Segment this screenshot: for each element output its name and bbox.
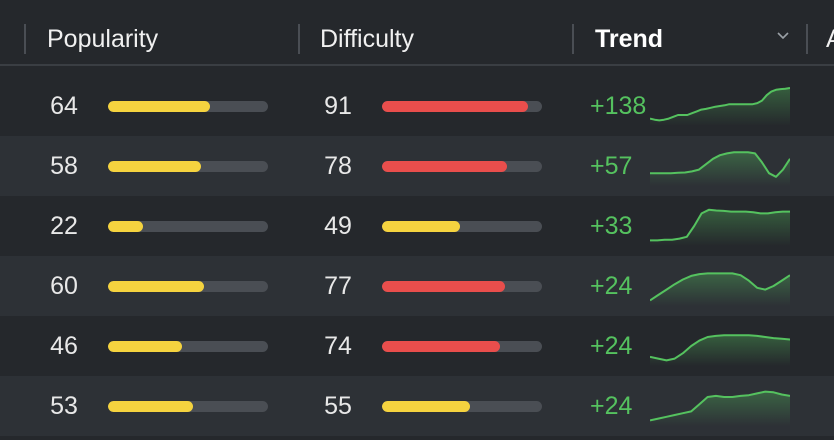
column-divider[interactable] [24, 24, 26, 54]
difficulty-bar [382, 401, 542, 412]
difficulty-bar-fill [382, 221, 461, 232]
popularity-bar-fill [108, 341, 182, 352]
popularity-value: 46 [50, 332, 78, 360]
popularity-value: 64 [50, 92, 78, 120]
difficulty-bar [382, 341, 542, 352]
difficulty-value: 49 [324, 212, 352, 240]
sparkline-area [650, 335, 790, 366]
difficulty-bar [382, 161, 542, 172]
popularity-bar [108, 221, 268, 232]
popularity-bar [108, 341, 268, 352]
table-row[interactable]: 64 91 +138 [0, 76, 834, 136]
trend-value: +24 [590, 272, 633, 300]
trend-value: +57 [590, 152, 633, 180]
popularity-bar-fill [108, 221, 144, 232]
difficulty-bar-fill [382, 101, 528, 112]
difficulty-bar [382, 281, 542, 292]
difficulty-value: 74 [324, 332, 352, 360]
difficulty-value: 91 [324, 92, 352, 120]
column-divider[interactable] [572, 24, 574, 54]
difficulty-bar [382, 101, 542, 112]
popularity-bar-fill [108, 161, 201, 172]
chevron-down-icon[interactable] [777, 30, 789, 42]
popularity-bar-fill [108, 101, 211, 112]
popularity-bar [108, 101, 268, 112]
difficulty-value: 77 [324, 272, 352, 300]
popularity-value: 22 [50, 212, 78, 240]
column-header-next[interactable]: A [826, 24, 834, 54]
popularity-bar [108, 281, 268, 292]
table-row[interactable]: 60 77 +24 [0, 256, 834, 316]
difficulty-bar-fill [382, 281, 506, 292]
trend-sparkline [650, 272, 790, 306]
popularity-value: 53 [50, 392, 78, 420]
table-row[interactable]: 53 55 +24 [0, 376, 834, 436]
table-header: Popularity Difficulty Trend A [0, 0, 834, 66]
column-header-difficulty[interactable]: Difficulty [320, 25, 415, 53]
trend-value: +33 [590, 212, 633, 240]
trend-value: +24 [590, 332, 633, 360]
popularity-bar [108, 401, 268, 412]
difficulty-bar-fill [382, 401, 470, 412]
popularity-bar-fill [108, 401, 193, 412]
sparkline-area [650, 152, 790, 186]
table-row[interactable]: 22 49 +33 [0, 196, 834, 256]
trend-sparkline [650, 208, 790, 246]
sparkline-line [650, 208, 790, 242]
sparkline-area [650, 209, 790, 246]
sparkline-line [650, 87, 790, 122]
column-header-trend[interactable]: Trend [595, 25, 664, 53]
table-row[interactable]: 58 78 +57 [0, 136, 834, 196]
popularity-bar-fill [108, 281, 204, 292]
popularity-bar [108, 161, 268, 172]
column-divider[interactable] [806, 24, 808, 54]
popularity-value: 60 [50, 272, 78, 300]
column-divider[interactable] [298, 24, 300, 54]
sparkline-area [650, 273, 790, 306]
trend-value: +24 [590, 392, 633, 420]
sparkline-line [650, 151, 790, 178]
difficulty-bar-fill [382, 161, 507, 172]
difficulty-value: 78 [324, 152, 352, 180]
trend-sparkline [650, 151, 790, 186]
column-header-popularity[interactable]: Popularity [47, 25, 159, 53]
difficulty-value: 55 [324, 392, 352, 420]
trend-value: +138 [590, 92, 647, 120]
table-row[interactable]: 46 74 +24 [0, 316, 834, 376]
sparkline-area [650, 391, 790, 426]
trend-sparkline [650, 390, 790, 426]
sparkline-line [650, 272, 790, 302]
sparkline-line [650, 334, 790, 362]
popularity-value: 58 [50, 152, 78, 180]
table-body: 64 91 +138 58 78 +57 22 49 +33 60 77 +24 46 74 +24 53 55… [0, 76, 834, 436]
sparkline-line [650, 390, 790, 422]
difficulty-bar-fill [382, 341, 501, 352]
difficulty-bar [382, 221, 542, 232]
trend-sparkline [650, 87, 790, 126]
trend-sparkline [650, 334, 790, 366]
